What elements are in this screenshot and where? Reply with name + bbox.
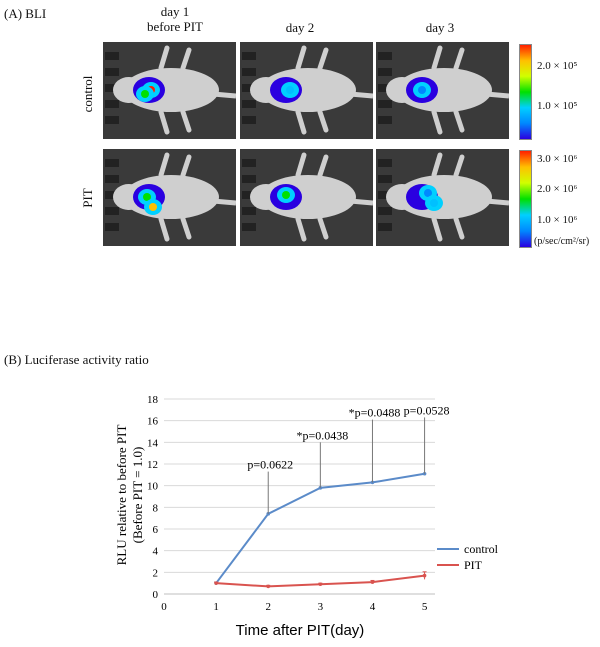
y-axis-label: RLU relative to before PIT (114, 425, 129, 566)
data-point-pit (214, 581, 218, 585)
colorbar-pit-tick: 1.0 × 10⁶ (537, 214, 578, 226)
p-value-label: *p=0.0488 (349, 406, 401, 420)
bli-image-control-day2 (240, 42, 373, 139)
y-axis-label-sub: (Before PIT = 1.0) (130, 447, 145, 544)
y-tick-label: 2 (153, 567, 159, 579)
column-label-day2: day 2 (285, 20, 315, 35)
colorbar-pit-tick: 3.0 × 10⁶ (537, 153, 578, 165)
bli-image-control-day3 (376, 42, 509, 139)
y-tick-label: 12 (147, 459, 158, 471)
colorbar-control-tick: 2.0 × 10⁵ (537, 60, 578, 72)
y-tick-label: 8 (153, 502, 159, 514)
legend-label-control: control (464, 542, 499, 556)
x-tick-label: 4 (370, 601, 376, 613)
colorbar-control (519, 44, 532, 140)
data-point-pit (266, 584, 271, 589)
column-label-day1: day 1 before PIT (147, 4, 203, 34)
x-tick-label: 1 (213, 601, 219, 613)
x-tick-label: 3 (318, 601, 324, 613)
x-tick-label: 0 (161, 601, 167, 613)
x-tick-label: 5 (422, 601, 428, 613)
data-point-control (370, 480, 375, 485)
data-point-control (318, 486, 323, 490)
colorbar-pit (519, 150, 532, 248)
colorbar-control-tick: 1.0 × 10⁵ (537, 100, 578, 112)
column-label-day3: day 3 (425, 20, 455, 35)
x-axis-label: Time after PIT(day) (236, 622, 365, 639)
y-tick-label: 10 (147, 481, 159, 493)
y-tick-label: 18 (147, 394, 159, 406)
x-tick-label: 2 (265, 601, 271, 613)
panel-a-label: (A) BLI (4, 6, 47, 21)
y-tick-label: 16 (147, 416, 159, 428)
y-tick-label: 14 (147, 437, 159, 449)
p-value-label: p=0.0622 (247, 458, 293, 472)
data-point-pit (370, 580, 375, 584)
bli-image-pit-day1 (103, 149, 236, 246)
colorbar-unit: (p/sec/cm²/sr) (534, 236, 590, 247)
p-value-label: p=0.0528 (404, 403, 450, 417)
panel-b-label: (B) Luciferase activity ratio (4, 352, 149, 367)
colorbar-pit-tick: 2.0 × 10⁶ (537, 183, 578, 195)
bli-image-pit-day2 (240, 149, 373, 246)
legend-label-pit: PIT (464, 558, 483, 572)
y-tick-label: 0 (153, 589, 159, 601)
y-tick-label: 6 (153, 524, 159, 536)
data-point-pit (422, 573, 427, 578)
bli-image-control-day1 (103, 42, 236, 139)
y-tick-label: 4 (153, 546, 159, 558)
p-value-label: *p=0.0438 (296, 428, 348, 442)
data-point-pit (318, 582, 323, 587)
series-line-control (215, 472, 425, 584)
bli-image-pit-day3 (376, 149, 509, 246)
